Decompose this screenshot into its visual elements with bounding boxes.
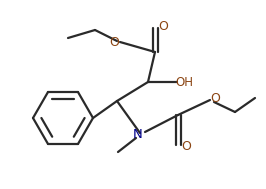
Text: O: O	[109, 36, 119, 50]
Text: N: N	[133, 128, 143, 140]
Text: O: O	[181, 139, 191, 153]
Text: OH: OH	[175, 75, 193, 88]
Text: O: O	[158, 20, 168, 33]
Text: O: O	[210, 92, 220, 105]
